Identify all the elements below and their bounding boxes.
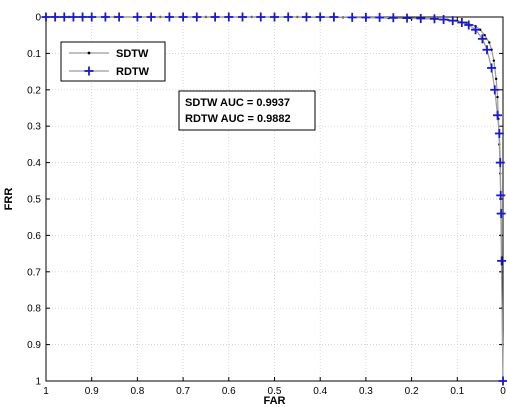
sdtw-point — [492, 59, 496, 62]
rdtw-point — [256, 12, 266, 22]
rdtw-point — [477, 34, 487, 44]
y-tick-label: 0.8 — [27, 304, 41, 315]
rdtw-point — [416, 13, 426, 23]
rdtw-point — [329, 12, 339, 22]
y-axis-label: FRR — [3, 188, 15, 211]
x-tick-label: 0 — [500, 386, 506, 397]
rdtw-point — [50, 12, 60, 22]
rdtw-point — [493, 110, 503, 120]
legend-swatch-dot — [87, 51, 91, 55]
rdtw-point — [100, 12, 110, 22]
x-tick-label: 0.7 — [176, 386, 190, 397]
y-axis-ticks: 0 0.1 0.2 0.3 0.4 0.5 0.6 0.7 0.8 0.9 1 — [27, 13, 503, 388]
x-tick-label: 0.5 — [268, 386, 282, 397]
rdtw-point — [429, 14, 439, 24]
legend-box — [60, 41, 166, 82]
rdtw-point — [224, 12, 234, 22]
rdtw-point — [464, 20, 474, 30]
rdtw-point — [270, 12, 279, 22]
rdtw-point — [68, 12, 78, 22]
rdtw-point — [482, 45, 492, 55]
auc-annotation-line: SDTW AUC = 0.9937 — [185, 97, 290, 109]
legend-label-rdtw: RDTW — [116, 66, 150, 78]
rdtw-point — [347, 12, 357, 22]
rdtw-point — [498, 376, 507, 386]
rdtw-point — [457, 17, 467, 27]
y-tick-label: 0.1 — [27, 49, 41, 60]
rdtw-point — [87, 12, 97, 22]
sdtw-point — [494, 77, 498, 81]
sdtw-point — [496, 95, 499, 99]
auc-annotation-box — [178, 90, 316, 131]
rdtw-point — [192, 12, 202, 22]
y-tick-label: 1 — [35, 377, 41, 388]
legend-items: SDTW RDTW — [69, 48, 150, 78]
rdtw-point — [41, 12, 51, 22]
rdtw-point — [164, 12, 174, 22]
rdtw-point — [210, 12, 220, 22]
x-tick-label: 0.8 — [130, 386, 144, 397]
rdtw-point — [388, 13, 398, 23]
x-tick-label: 0.9 — [85, 386, 99, 397]
rdtw-point — [495, 158, 505, 168]
x-tick-label: 0.3 — [359, 386, 373, 397]
y-tick-label: 0.4 — [27, 158, 41, 169]
rdtw-point — [132, 12, 142, 22]
legend-label-sdtw: SDTW — [116, 48, 149, 60]
rdtw-point — [471, 25, 481, 35]
rdtw-point — [496, 190, 506, 200]
y-tick-label: 0 — [35, 13, 41, 24]
legend-item-rdtw: RDTW — [69, 66, 150, 78]
rdtw-point — [301, 12, 311, 22]
y-tick-label: 0.7 — [27, 267, 41, 278]
y-tick-label: 0.6 — [27, 231, 41, 242]
rdtw-point — [439, 15, 449, 25]
x-tick-label: 0.1 — [450, 386, 464, 397]
y-tick-label: 0.2 — [27, 85, 41, 96]
rdtw-point — [315, 12, 325, 22]
sdtw-point — [483, 34, 486, 37]
rdtw-point — [497, 256, 507, 266]
legend: SDTW RDTW — [60, 41, 166, 82]
sdtw-point — [488, 41, 491, 44]
rdtw-point — [448, 16, 458, 26]
x-tick-label: 0.6 — [222, 386, 236, 397]
rdtw-point — [78, 12, 88, 22]
rdtw-point — [283, 12, 293, 22]
rdtw-point — [361, 12, 371, 22]
y-tick-label: 0.3 — [27, 122, 41, 133]
rdtw-point — [487, 63, 497, 73]
x-tick-label: 1 — [43, 386, 49, 397]
rdtw-point — [59, 12, 69, 22]
series-layer — [41, 12, 507, 386]
rdtw-series — [41, 12, 507, 386]
rdtw-point — [114, 12, 124, 22]
rdtw-point — [375, 12, 385, 22]
auc-annotation: SDTW AUC = 0.9937 RDTW AUC = 0.9882 — [178, 90, 316, 131]
y-tick-label: 0.9 — [27, 340, 41, 351]
rdtw-point — [402, 13, 412, 23]
rdtw-point — [146, 12, 156, 22]
x-tick-label: 0.2 — [405, 386, 419, 397]
x-tick-label: 0.4 — [313, 386, 327, 397]
y-tick-label: 0.5 — [27, 195, 41, 206]
rdtw-point — [494, 128, 504, 138]
legend-item-sdtw: SDTW — [69, 48, 149, 60]
x-axis-label: FAR — [264, 395, 286, 407]
rdtw-point — [490, 85, 500, 95]
rdtw-point — [238, 12, 248, 22]
auc-annotation-line: RDTW AUC = 0.9882 — [185, 113, 291, 125]
rdtw-point — [496, 209, 506, 219]
rdtw-point — [178, 12, 188, 22]
